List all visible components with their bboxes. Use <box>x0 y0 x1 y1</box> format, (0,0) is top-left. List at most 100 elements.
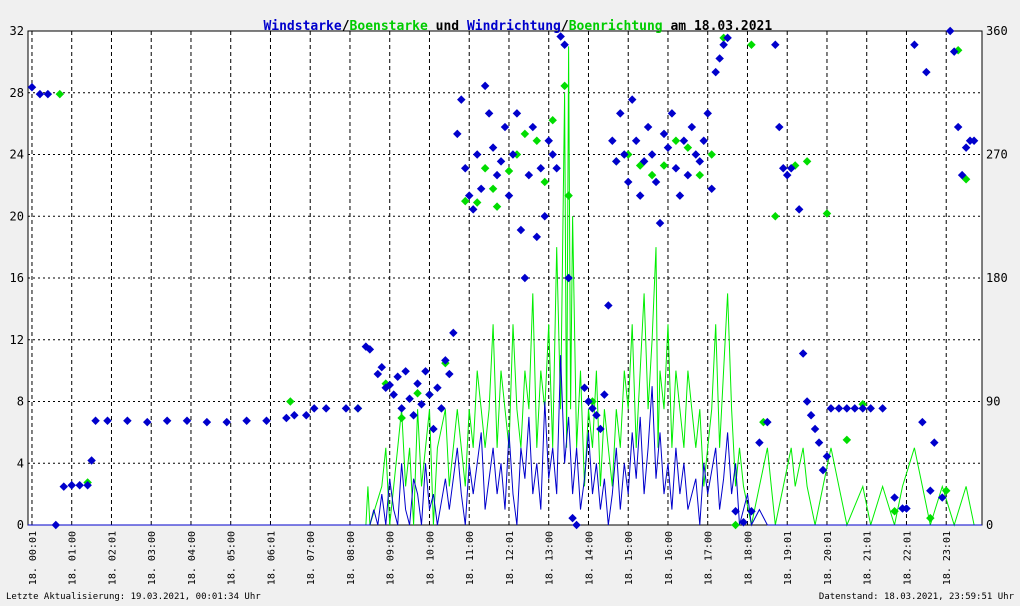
direction-marker <box>321 404 331 413</box>
x-tick-label: 18. 21:01 <box>863 531 874 585</box>
direction-marker <box>918 417 927 427</box>
x-tick-label: 18. 22:01 <box>902 531 913 585</box>
title-part-4: Windrichtung <box>466 19 561 34</box>
direction-marker <box>739 518 748 527</box>
direction-marker <box>810 424 820 434</box>
direction-marker <box>393 372 402 382</box>
direction-marker <box>472 150 482 159</box>
direction-marker <box>504 191 514 200</box>
direction-marker <box>91 416 100 425</box>
direction-marker <box>401 367 410 376</box>
direction-marker <box>826 404 836 413</box>
x-tick-label: 18. 02:01 <box>107 531 118 585</box>
direction-marker <box>938 493 947 502</box>
direction-marker <box>202 417 212 427</box>
direction-marker <box>397 413 406 423</box>
direction-marker <box>464 191 474 200</box>
direction-marker <box>488 143 498 152</box>
direction-marker <box>941 486 951 495</box>
direction-marker <box>747 507 756 516</box>
direction-marker <box>59 482 69 491</box>
direction-marker <box>457 95 466 104</box>
direction-marker <box>480 163 490 173</box>
x-tick-label: 18. 18:00 <box>743 531 754 585</box>
direction-marker <box>822 452 832 461</box>
direction-marker <box>584 397 593 406</box>
x-tick-label: 18. 08:00 <box>346 531 357 585</box>
x-tick-label: 18. 19:01 <box>783 531 794 585</box>
direction-marker <box>373 369 383 379</box>
title-part-5: / <box>560 19 569 34</box>
direction-marker <box>763 417 772 427</box>
direction-marker <box>600 390 609 399</box>
direction-marker <box>496 157 506 166</box>
x-tick-label: 18. 12:01 <box>505 531 516 585</box>
direction-marker <box>842 435 852 445</box>
series-line-windstarke <box>28 355 982 527</box>
direction-marker <box>341 404 351 413</box>
direction-marker <box>930 438 939 447</box>
direction-marker <box>87 456 96 465</box>
y-right-tick-label: 180 <box>986 271 1008 285</box>
direction-marker <box>222 417 231 427</box>
direction-marker <box>902 504 911 513</box>
direction-marker <box>413 379 422 388</box>
direction-marker <box>441 356 450 365</box>
direction-marker <box>818 465 828 475</box>
direction-marker <box>309 404 319 413</box>
x-tick-label: 18. 20:01 <box>823 531 834 585</box>
x-tick-label: 18. 14:00 <box>584 531 595 585</box>
title-part-7: am 18.03.2021 <box>662 19 773 34</box>
direction-marker <box>365 345 375 354</box>
direction-marker <box>353 404 363 413</box>
direction-marker <box>484 109 494 118</box>
direction-marker <box>472 198 482 207</box>
direction-marker <box>55 89 65 99</box>
y-left-tick-label: 20 <box>10 209 24 223</box>
direction-marker <box>461 196 470 206</box>
x-tick-label: 18. 03:00 <box>147 531 158 585</box>
y-right-tick-label: 270 <box>986 148 1008 162</box>
direction-marker <box>926 486 935 495</box>
direction-marker <box>580 383 589 393</box>
title-part-1: / <box>341 19 350 34</box>
direction-marker <box>262 416 271 425</box>
x-tick-label: 18. 23:01 <box>942 531 953 585</box>
x-tick-label: 18. 00:01 <box>28 531 39 585</box>
direction-marker <box>409 410 418 420</box>
footer-last-update: Letzte Aktualisierung: 19.03.2021, 00:01… <box>6 592 261 602</box>
direction-marker <box>520 273 530 283</box>
x-tick-label: 18. 07:00 <box>306 531 317 585</box>
y-right-tick-label: 360 <box>986 24 1008 38</box>
x-tick-label: 18. 11:00 <box>465 531 476 585</box>
direction-marker <box>850 404 860 413</box>
direction-marker <box>842 404 852 413</box>
direction-marker <box>242 416 251 425</box>
direction-marker <box>814 438 824 447</box>
grid <box>28 31 982 525</box>
title-part-0: Windstarke <box>263 19 342 34</box>
y-left-tick-label: 12 <box>10 333 24 347</box>
y-left-tick-label: 28 <box>10 86 24 100</box>
direction-marker <box>564 273 573 283</box>
y-left-tick-label: 24 <box>10 148 24 162</box>
direction-marker <box>592 410 601 420</box>
direction-marker <box>445 369 454 379</box>
direction-marker <box>437 404 446 413</box>
direction-marker <box>162 416 172 425</box>
direction-marker <box>802 397 812 406</box>
direction-marker <box>604 301 613 310</box>
direction-marker <box>858 404 867 413</box>
x-tick-label: 18. 05:00 <box>227 531 238 585</box>
y-left-tick-label: 32 <box>10 24 24 38</box>
direction-marker <box>492 202 502 211</box>
direction-marker <box>834 404 844 413</box>
direction-marker <box>755 438 764 447</box>
direction-marker <box>123 416 132 425</box>
direction-marker <box>413 389 422 398</box>
direction-marker <box>433 383 442 393</box>
direction-marker <box>429 424 438 434</box>
direction-marker <box>389 390 398 399</box>
y-left-tick-label: 4 <box>17 456 24 470</box>
